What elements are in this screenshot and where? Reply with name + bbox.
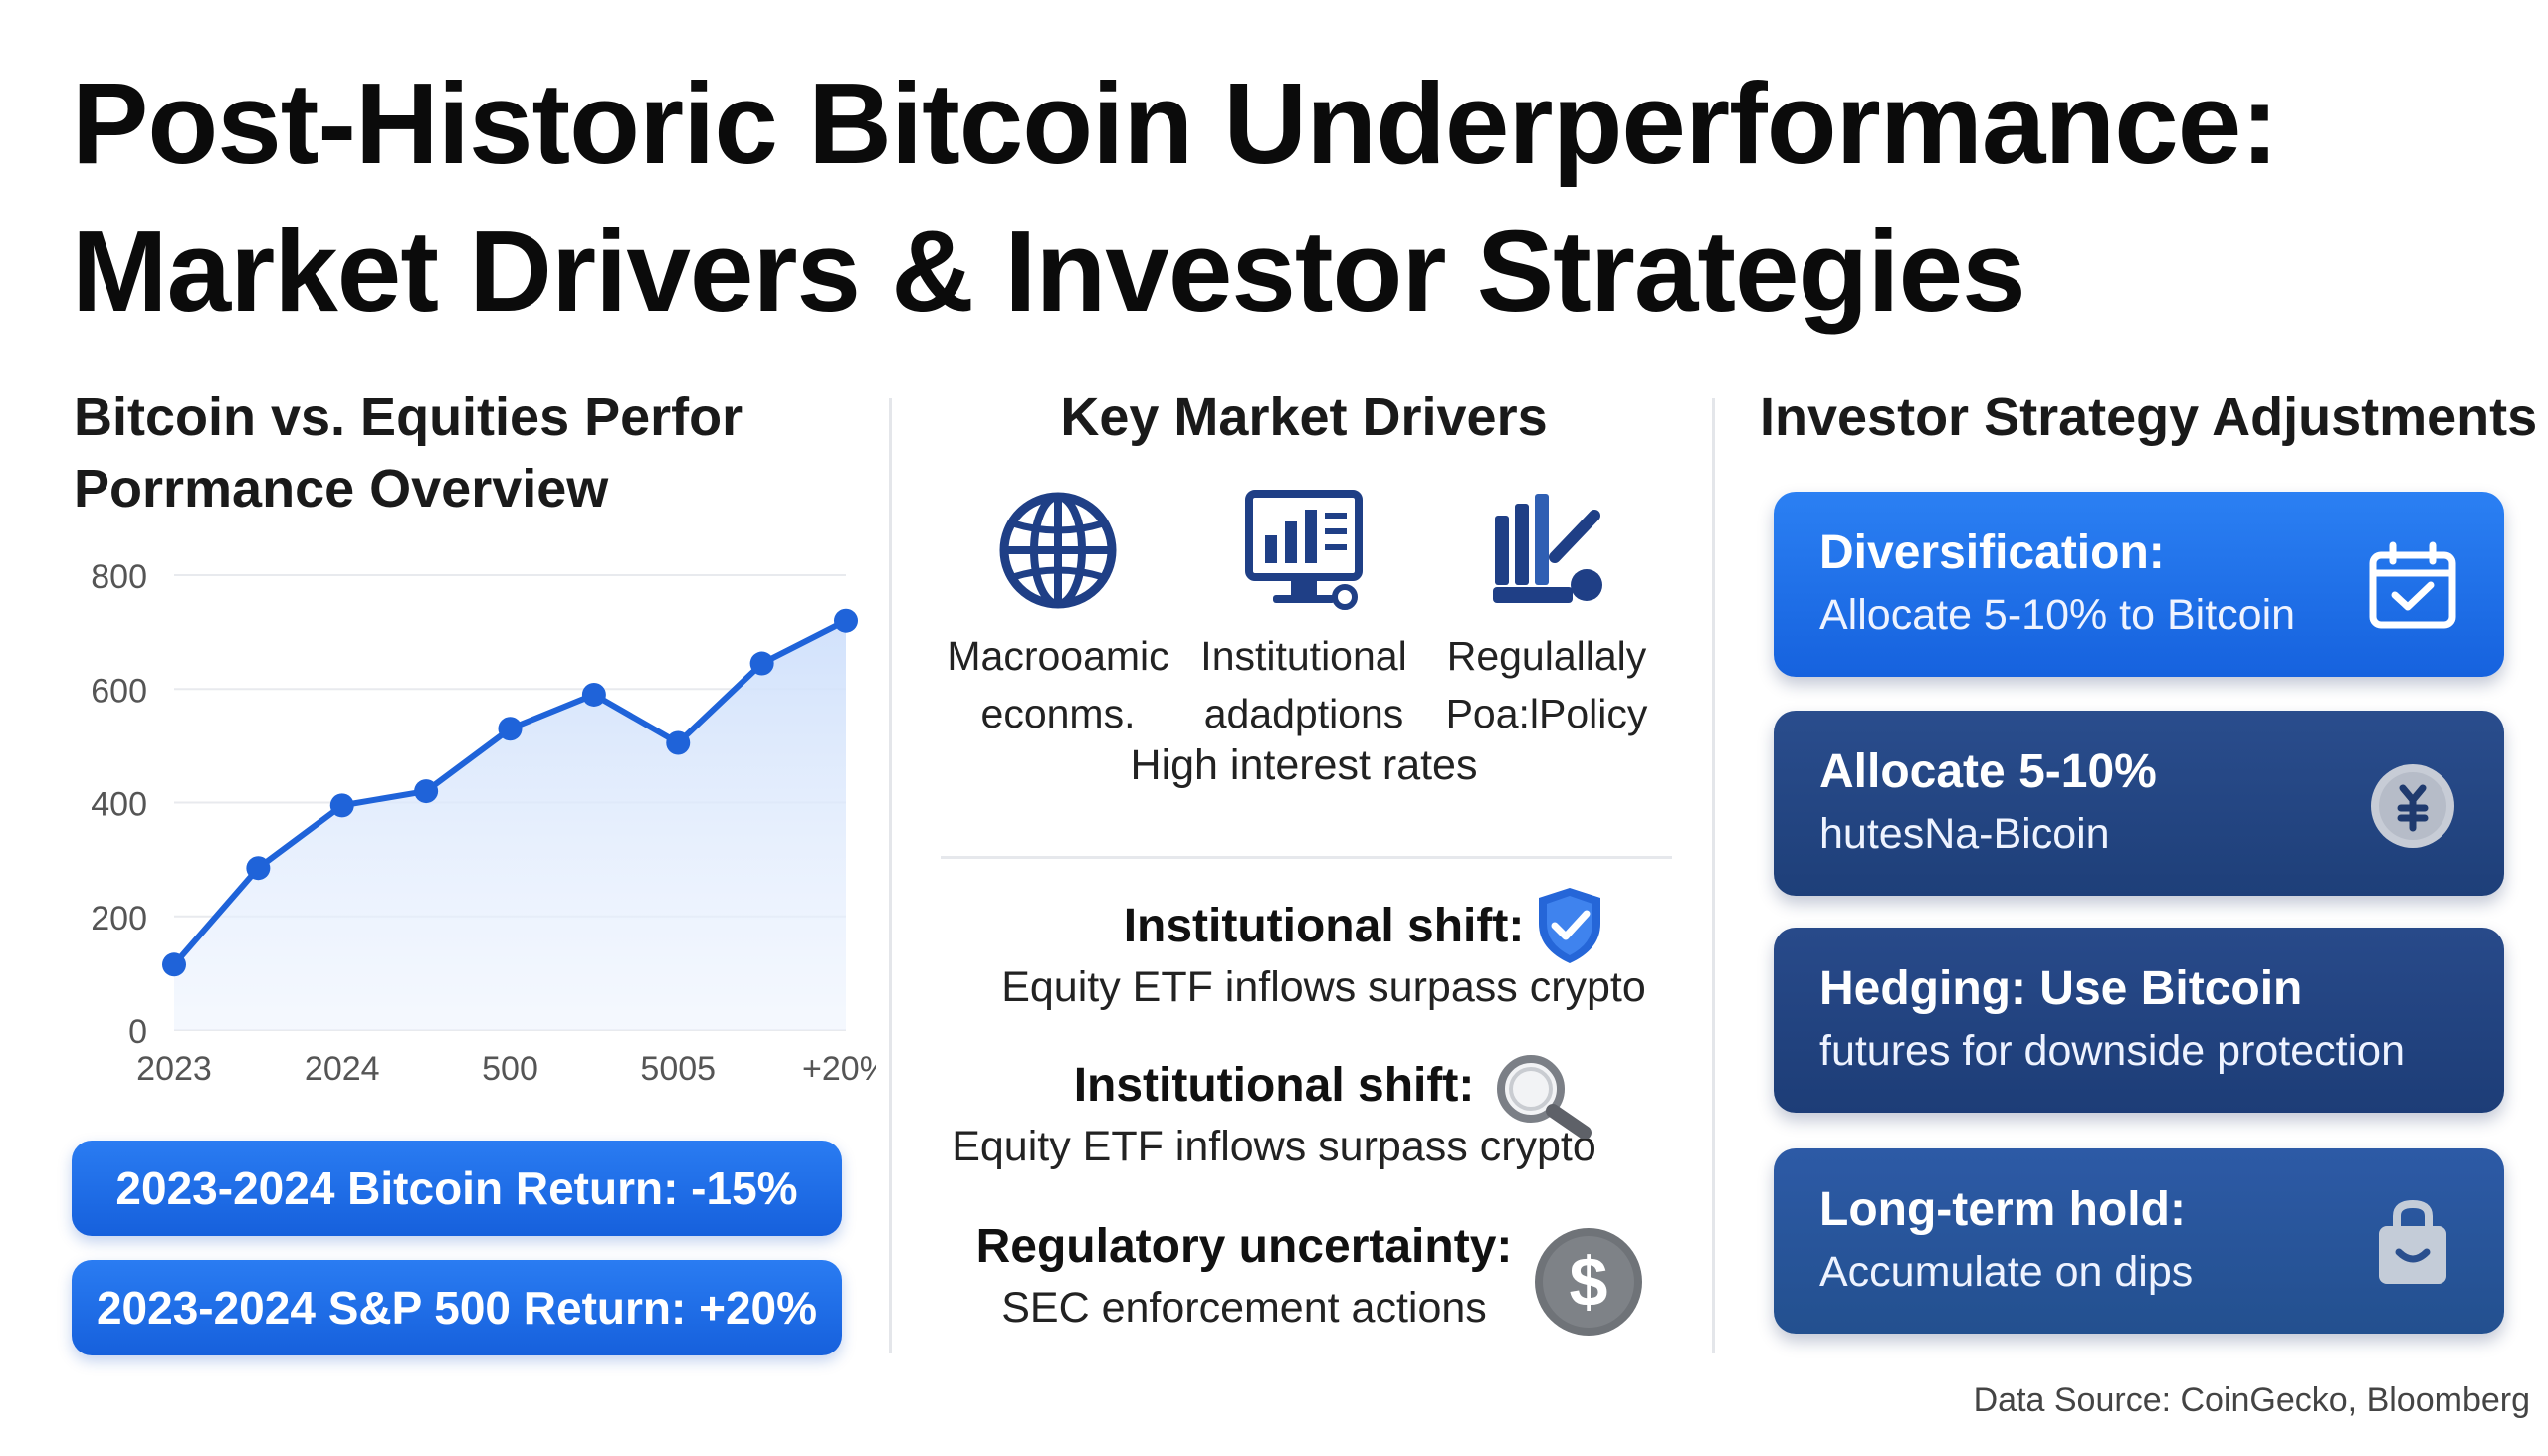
driver-label-macro-line-2: econms. xyxy=(980,691,1136,736)
globe-icon xyxy=(999,492,1117,609)
shift-heading-2: Institutional shift: xyxy=(1073,1059,1475,1112)
bitcoin-return-badge: 2023-2024 Bitcoin Return: -15% xyxy=(72,1141,842,1236)
driver-label-regulatory-line-1: Regulallaly xyxy=(1446,633,1647,679)
coin-icon xyxy=(2371,764,2454,848)
page-title: Post-Historic Bitcoin Underperformance: … xyxy=(72,50,2500,344)
strategy-section-title: Investor Strategy Adjustments xyxy=(1760,387,2538,447)
shield-check-icon xyxy=(1539,888,1600,963)
title-line-2: Market Drivers & Investor Strategies xyxy=(72,206,2026,335)
data-point xyxy=(414,779,439,804)
column-divider-left xyxy=(889,398,892,1353)
strategy-card-1-heading: Diversification: xyxy=(1819,526,2165,579)
dollar-coin-icon: $ xyxy=(1535,1228,1642,1336)
data-point xyxy=(329,793,354,818)
y-tick-label: 600 xyxy=(91,672,147,710)
strategy-card-2-text: hutesNa-Bicoin xyxy=(1819,810,2110,858)
data-source-note: Data Source: CoinGecko, Bloomberg xyxy=(1973,1381,2530,1419)
performance-section-title: Bitcoin vs. Equities Perfor Porrmance Ov… xyxy=(74,381,890,524)
strategy-card-1-text: Allocate 5-10% to Bitcoin xyxy=(1819,591,2296,639)
data-point xyxy=(666,730,691,755)
gavel-icon xyxy=(1493,494,1602,603)
data-point xyxy=(581,682,606,707)
y-tick-label: 400 xyxy=(91,786,147,824)
sp500-return-badge: 2023-2024 S&P 500 Return: +20% xyxy=(72,1260,842,1355)
strategy-card-4-text: Accumulate on dips xyxy=(1819,1248,2194,1296)
data-point xyxy=(246,856,271,881)
strategy-card-3-heading: Hedging: Use Bitcoin xyxy=(1819,962,2303,1015)
shift-heading-1: Institutional shift: xyxy=(1123,900,1525,952)
drivers-section-title: Key Market Drivers xyxy=(1060,387,1548,447)
calendar-check-icon xyxy=(2369,541,2456,629)
y-tick-label: 800 xyxy=(91,558,147,596)
shift-item-1: Institutional shift: Equity ETF inflows … xyxy=(985,896,1662,1017)
strategy-card-2-heading: Allocate 5-10% xyxy=(1819,745,2157,798)
driver-label-institutional-line-1: Institutional xyxy=(1200,633,1407,679)
svg-text:$: $ xyxy=(1570,1243,1608,1321)
driver-label-regulatory-line-2: Poa:lPolicy xyxy=(1445,691,1648,736)
driver-label-regulatory: Regulallaly Poa:lPolicy xyxy=(1407,627,1686,742)
data-point xyxy=(834,608,858,633)
bag-icon xyxy=(2379,1199,2446,1284)
shift-item-3: Regulatory uncertainty: SEC enforcement … xyxy=(906,1216,1583,1338)
data-point xyxy=(498,717,523,741)
strategy-card-4-heading: Long-term hold: xyxy=(1819,1183,2186,1236)
strategy-card-allocate: Allocate 5-10% hutesNa-Bicoin xyxy=(1774,711,2504,896)
driver-subtext: High interest rates xyxy=(1130,741,1478,789)
magnifier-icon xyxy=(1497,1055,1592,1139)
performance-title-line-1: Bitcoin vs. Equities Perfor xyxy=(74,387,743,447)
series-area xyxy=(174,620,846,1030)
performance-chart: 0 200 400 600 800 2023 2024 500 5005 +20% xyxy=(91,558,876,1088)
x-tick-label: 5005 xyxy=(640,1050,716,1088)
strategy-card-3-text: futures for downside protection xyxy=(1819,1027,2405,1075)
performance-title-line-2: Porrmance Overview xyxy=(74,459,609,519)
driver-label-macro-line-1: Macrooamic xyxy=(947,633,1169,679)
x-tick-label: 500 xyxy=(482,1050,538,1088)
y-tick-label: 0 xyxy=(128,1013,147,1051)
driver-label-institutional-line-2: adadptions xyxy=(1203,691,1404,736)
shift-text-1: Equity ETF inflows surpass crypto xyxy=(1001,963,1646,1011)
driver-label-institutional: Institutional adadptions xyxy=(1165,627,1443,742)
x-tick-label: +20% xyxy=(802,1050,876,1088)
shift-text-3: SEC enforcement actions xyxy=(1001,1284,1487,1332)
middle-divider xyxy=(941,856,1672,859)
data-point xyxy=(162,952,186,977)
shift-text-2: Equity ETF inflows surpass crypto xyxy=(952,1123,1596,1170)
strategy-card-hedging: Hedging: Use Bitcoin futures for downsid… xyxy=(1774,928,2504,1113)
driver-label-macro: Macrooamic econms. xyxy=(919,627,1197,742)
x-tick-label: 2023 xyxy=(136,1050,212,1088)
column-divider-right xyxy=(1712,398,1715,1353)
strategy-card-diversification: Diversification: Allocate 5-10% to Bitco… xyxy=(1774,492,2504,677)
data-point xyxy=(749,651,774,676)
y-tick-label: 200 xyxy=(91,900,147,937)
title-line-1: Post-Historic Bitcoin Underperformance: xyxy=(72,59,2279,188)
x-tick-label: 2024 xyxy=(305,1050,380,1088)
strategy-card-long-term: Long-term hold: Accumulate on dips xyxy=(1774,1148,2504,1334)
chart-monitor-icon xyxy=(1245,490,1363,610)
shift-item-2: Institutional shift: Equity ETF inflows … xyxy=(936,1055,1612,1176)
shift-heading-3: Regulatory uncertainty: xyxy=(975,1220,1513,1273)
